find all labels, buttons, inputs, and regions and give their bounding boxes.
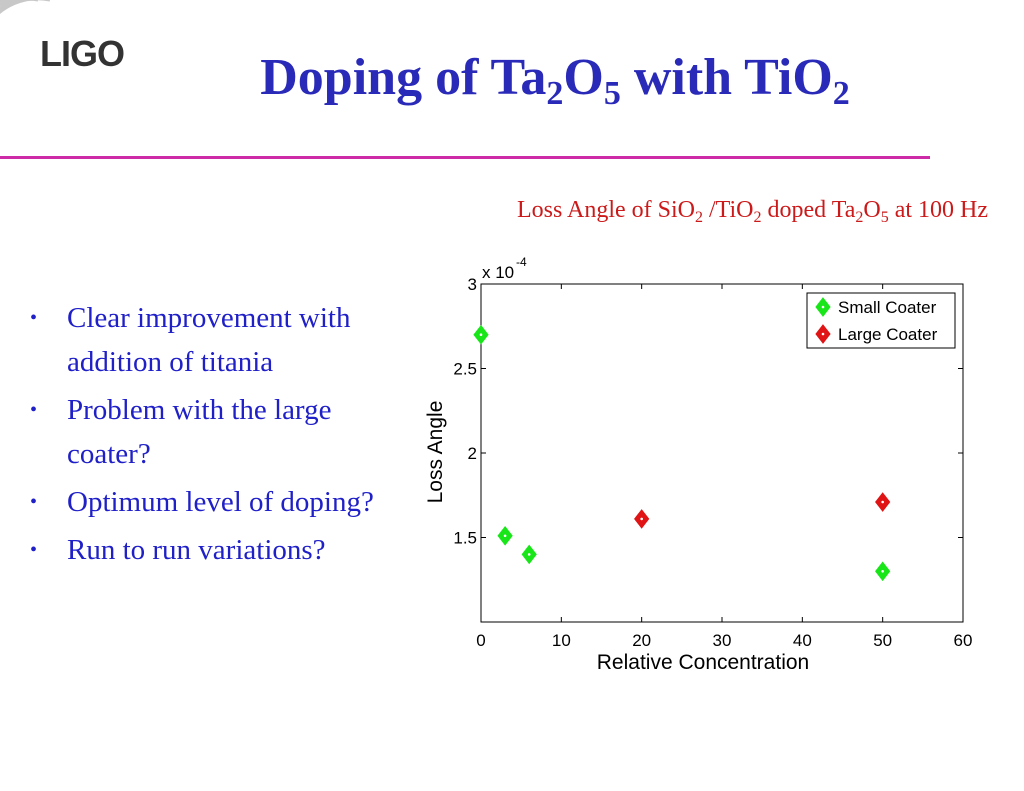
bullet-list: • Clear improvement with addition of tita… xyxy=(30,296,390,576)
x-tick-label: 30 xyxy=(713,631,732,650)
x-tick-label: 0 xyxy=(476,631,485,650)
y-axis-label: Loss Angle xyxy=(424,401,447,504)
x-tick-label: 50 xyxy=(873,631,892,650)
chart-title-part: doped Ta xyxy=(761,197,856,223)
bullet-item: • Clear improvement with addition of tita… xyxy=(30,296,390,384)
x-tick-label: 20 xyxy=(632,631,651,650)
x-tick-label: 40 xyxy=(793,631,812,650)
data-point-center xyxy=(881,500,884,504)
chart-title-part: /TiO xyxy=(703,197,754,223)
title-part: Ta xyxy=(490,49,547,106)
legend-marker-center xyxy=(821,332,825,336)
title-part: Doping of xyxy=(260,49,491,106)
title-subscript: 5 xyxy=(603,75,621,112)
chart-title-subscript: 2 xyxy=(695,209,703,226)
data-point-center xyxy=(881,570,884,573)
data-point-center xyxy=(527,553,531,556)
chart-title-subscript: 2 xyxy=(753,209,762,226)
chart-title-part: Loss Angle of SiO xyxy=(516,197,695,223)
bullet-dot: • xyxy=(30,399,38,421)
bullet-text: Run to run variations? xyxy=(67,534,326,566)
bullet-item: • Problem with the large coater? xyxy=(30,388,390,476)
chart-title-part: at 100 Hz xyxy=(888,197,988,223)
legend-marker-center xyxy=(821,305,825,309)
x-tick-label: 10 xyxy=(552,631,571,650)
chart-title-subscript: 2 xyxy=(855,209,864,226)
title-divider xyxy=(0,156,930,159)
chart-title-part: O xyxy=(863,197,881,223)
bullet-item: • Optimum level of doping? xyxy=(30,480,390,524)
y-multiplier: x 10 xyxy=(482,263,514,282)
bullet-dot: • xyxy=(30,307,38,329)
ligo-logo-arcs xyxy=(0,0,50,15)
legend-box xyxy=(806,292,956,349)
chart-title-subscript: 5 xyxy=(880,209,889,226)
x-tick-label: 60 xyxy=(954,631,973,650)
data-point-center xyxy=(503,534,507,538)
y-tick-label: 3 xyxy=(468,275,477,294)
title-subscript: 2 xyxy=(546,75,564,112)
title-subscript: 2 xyxy=(832,75,850,112)
chart-title: Loss Angle of SiO2 /TiO2 doped Ta2O5 at … xyxy=(517,197,988,227)
bullet-dot: • xyxy=(30,491,38,513)
y-multiplier-exponent: -4 xyxy=(516,255,527,269)
bullet-text: Clear improvement with addition of titan… xyxy=(67,302,351,378)
y-tick-label: 2 xyxy=(468,444,477,463)
ligo-logo: LIGO xyxy=(40,33,125,74)
legend-label: Small Coater xyxy=(838,298,937,317)
bullet-text: Optimum level of doping? xyxy=(67,486,374,518)
data-point-center xyxy=(479,333,483,337)
page-title: Doping of Ta2O5 with TiO2 xyxy=(0,48,1024,113)
bullet-item: • Run to run variations? xyxy=(30,528,390,572)
data-point-center xyxy=(640,517,643,521)
bullet-dot: • xyxy=(30,539,38,561)
title-part: with TiO xyxy=(620,49,833,106)
y-tick-label: 1.5 xyxy=(453,529,477,548)
y-tick-label: 2.5 xyxy=(453,360,477,379)
title-part: O xyxy=(563,49,604,106)
x-axis-label: Relative Concentration xyxy=(597,651,809,674)
legend-label: Large Coater xyxy=(838,325,938,344)
bullet-text: Problem with the large coater? xyxy=(67,394,332,470)
